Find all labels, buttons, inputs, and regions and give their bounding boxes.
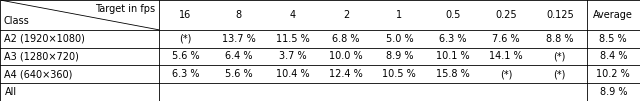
Text: 16: 16 <box>179 10 191 20</box>
Text: 6.8 %: 6.8 % <box>332 34 360 44</box>
Text: 15.8 %: 15.8 % <box>436 69 470 79</box>
Text: 10.2 %: 10.2 % <box>596 69 630 79</box>
Text: Class: Class <box>3 16 29 26</box>
Text: (*): (*) <box>500 69 513 79</box>
Text: 3.7 %: 3.7 % <box>278 52 306 62</box>
Text: 5.6 %: 5.6 % <box>172 52 199 62</box>
Text: All: All <box>4 87 17 97</box>
Text: 8: 8 <box>236 10 242 20</box>
Text: 5.6 %: 5.6 % <box>225 69 253 79</box>
Text: 4: 4 <box>289 10 296 20</box>
Text: 12.4 %: 12.4 % <box>329 69 363 79</box>
Text: A3 (1280×720): A3 (1280×720) <box>4 52 79 62</box>
Text: Target in fps: Target in fps <box>95 4 156 14</box>
Text: 8.9 %: 8.9 % <box>386 52 413 62</box>
Text: Average: Average <box>593 10 633 20</box>
Text: 6.3 %: 6.3 % <box>172 69 199 79</box>
Text: 10.4 %: 10.4 % <box>276 69 309 79</box>
Text: 5.0 %: 5.0 % <box>385 34 413 44</box>
Text: 6.4 %: 6.4 % <box>225 52 253 62</box>
Text: 10.5 %: 10.5 % <box>383 69 416 79</box>
Text: 8.8 %: 8.8 % <box>546 34 573 44</box>
Text: 0.25: 0.25 <box>495 10 517 20</box>
Text: 10.0 %: 10.0 % <box>329 52 363 62</box>
Text: 6.3 %: 6.3 % <box>439 34 467 44</box>
Text: 0.5: 0.5 <box>445 10 461 20</box>
Text: 0.125: 0.125 <box>546 10 573 20</box>
Text: (*): (*) <box>179 34 191 44</box>
Text: (*): (*) <box>554 69 566 79</box>
Text: 8.9 %: 8.9 % <box>600 87 627 97</box>
Text: 1: 1 <box>396 10 403 20</box>
Text: 7.6 %: 7.6 % <box>493 34 520 44</box>
Text: 11.5 %: 11.5 % <box>276 34 309 44</box>
Text: A4 (640×360): A4 (640×360) <box>4 69 73 79</box>
Text: (*): (*) <box>554 52 566 62</box>
Text: 14.1 %: 14.1 % <box>490 52 523 62</box>
Text: A2 (1920×1080): A2 (1920×1080) <box>4 34 85 44</box>
Text: 8.5 %: 8.5 % <box>600 34 627 44</box>
Text: 13.7 %: 13.7 % <box>222 34 256 44</box>
Text: 2: 2 <box>343 10 349 20</box>
Text: 10.1 %: 10.1 % <box>436 52 470 62</box>
Text: 8.4 %: 8.4 % <box>600 52 627 62</box>
